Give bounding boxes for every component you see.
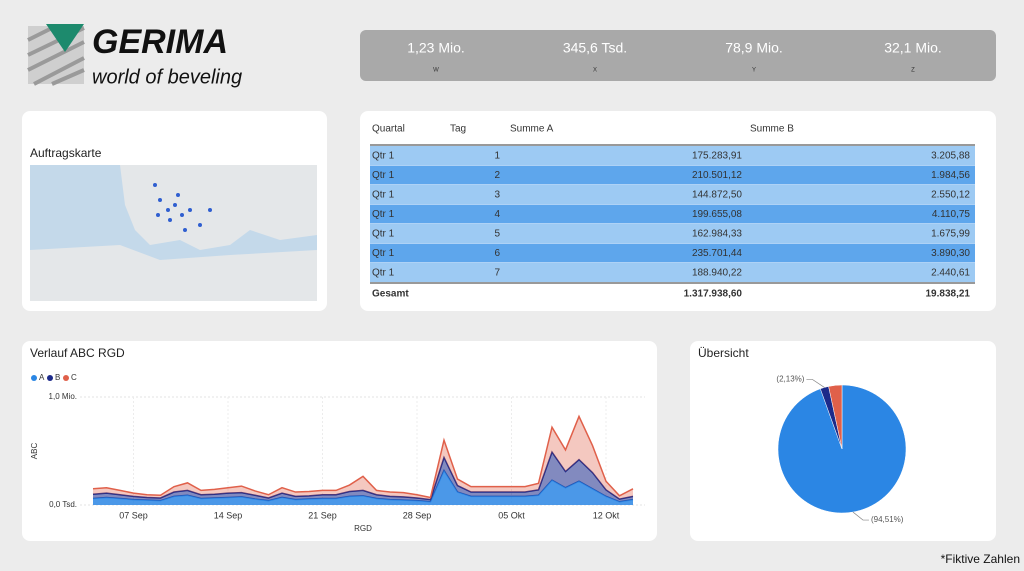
x-axis-title: RGD xyxy=(354,524,372,533)
cell: Qtr 1 xyxy=(372,190,395,201)
cell: 2.550,12 xyxy=(931,190,970,201)
cell: 1 xyxy=(494,151,500,162)
kpi-label: X xyxy=(593,68,597,74)
line xyxy=(92,414,634,499)
kpi-value: 1,23 Mio. xyxy=(407,40,465,56)
line-title: Verlauf ABC RGD xyxy=(30,346,125,360)
tagline: world of beveling xyxy=(92,66,242,88)
legend-swatch xyxy=(47,375,53,381)
kpi-value: 32,1 Mio. xyxy=(884,40,942,56)
data-label: (94,51%) xyxy=(871,515,904,524)
kpi-strip xyxy=(360,30,996,81)
x-tick-label: 07 Sep xyxy=(119,510,148,520)
cell: Qtr 1 xyxy=(372,248,395,259)
legend-swatch xyxy=(63,375,69,381)
x-tick-label: 05 Okt xyxy=(498,510,525,520)
kpi-label: W xyxy=(433,68,439,74)
table-row xyxy=(370,224,975,243)
cell: Qtr 1 xyxy=(372,209,395,220)
area xyxy=(93,452,633,502)
cell: 2 xyxy=(494,170,500,181)
kpi-value: 345,6 Tsd. xyxy=(563,40,627,56)
cell: 235.701,44 xyxy=(692,248,742,259)
y-tick-label: 1,0 Mio. xyxy=(49,392,77,401)
cell: 2.440,61 xyxy=(931,268,970,279)
cell: 5 xyxy=(494,229,500,240)
cell: 3.205,88 xyxy=(931,151,970,162)
total-cell: 1.317.938,60 xyxy=(684,289,743,300)
table-row xyxy=(370,146,975,165)
legend-label: B xyxy=(55,373,60,382)
table-row xyxy=(370,204,975,224)
cell: 4 xyxy=(494,209,500,220)
x-tick-label: 14 Sep xyxy=(214,510,243,520)
column-header: Tag xyxy=(450,124,466,135)
x-tick-label: 12 Okt xyxy=(593,510,620,520)
table-row xyxy=(370,185,975,204)
pie-title: Übersicht xyxy=(698,346,749,360)
legend-label: C xyxy=(71,373,77,382)
map xyxy=(30,165,317,301)
kpi-label: Y xyxy=(752,68,756,74)
cell: Qtr 1 xyxy=(372,229,395,240)
cell: Qtr 1 xyxy=(372,151,395,162)
cell: 199.655,08 xyxy=(692,209,742,220)
cell: 162.984,33 xyxy=(692,229,742,240)
cell: 4.110,75 xyxy=(932,209,971,220)
cell: Qtr 1 xyxy=(372,170,395,181)
legend-swatch xyxy=(31,375,37,381)
area xyxy=(93,416,633,500)
line xyxy=(92,450,634,501)
table-row xyxy=(370,263,975,282)
y-axis-title: ABC xyxy=(30,443,39,460)
cell: 188.940,22 xyxy=(692,268,742,279)
cell: 3.890,30 xyxy=(931,248,970,259)
brand: GERIMA xyxy=(92,23,228,61)
cell: 210.501,12 xyxy=(692,170,742,181)
legend-label: A xyxy=(39,373,45,382)
kpi-label: Z xyxy=(911,68,915,74)
x-tick-label: 21 Sep xyxy=(308,510,337,520)
column-header: Summe B xyxy=(750,124,794,135)
column-header: Summe A xyxy=(510,124,554,135)
table-row xyxy=(370,243,975,263)
data-label: (2,13%) xyxy=(776,375,804,384)
cell: Qtr 1 xyxy=(372,268,395,279)
x-tick-label: 28 Sep xyxy=(403,510,432,520)
cell: 3 xyxy=(494,190,500,201)
map-title: Auftragskarte xyxy=(30,146,102,160)
cell: 1.984,56 xyxy=(931,170,970,181)
cell: 1.675,99 xyxy=(931,229,970,240)
logo xyxy=(27,24,85,86)
pie-slice xyxy=(828,384,843,450)
column-header: Quartal xyxy=(372,124,405,135)
table-row xyxy=(370,165,975,185)
line-card xyxy=(22,341,657,541)
leader-line xyxy=(806,379,825,388)
total-label: Gesamt xyxy=(372,289,409,300)
kpi-value: 78,9 Mio. xyxy=(725,40,783,56)
cell: 6 xyxy=(494,248,500,259)
leader-line xyxy=(852,511,869,521)
total-cell: 19.838,21 xyxy=(926,289,971,300)
y-tick-label: 0,0 Tsd. xyxy=(49,500,77,509)
cell: 175.283,91 xyxy=(692,151,742,162)
cell: 7 xyxy=(494,268,500,279)
footnote: *Fiktive Zahlen xyxy=(941,552,1020,566)
cell: 144.872,50 xyxy=(692,190,742,201)
